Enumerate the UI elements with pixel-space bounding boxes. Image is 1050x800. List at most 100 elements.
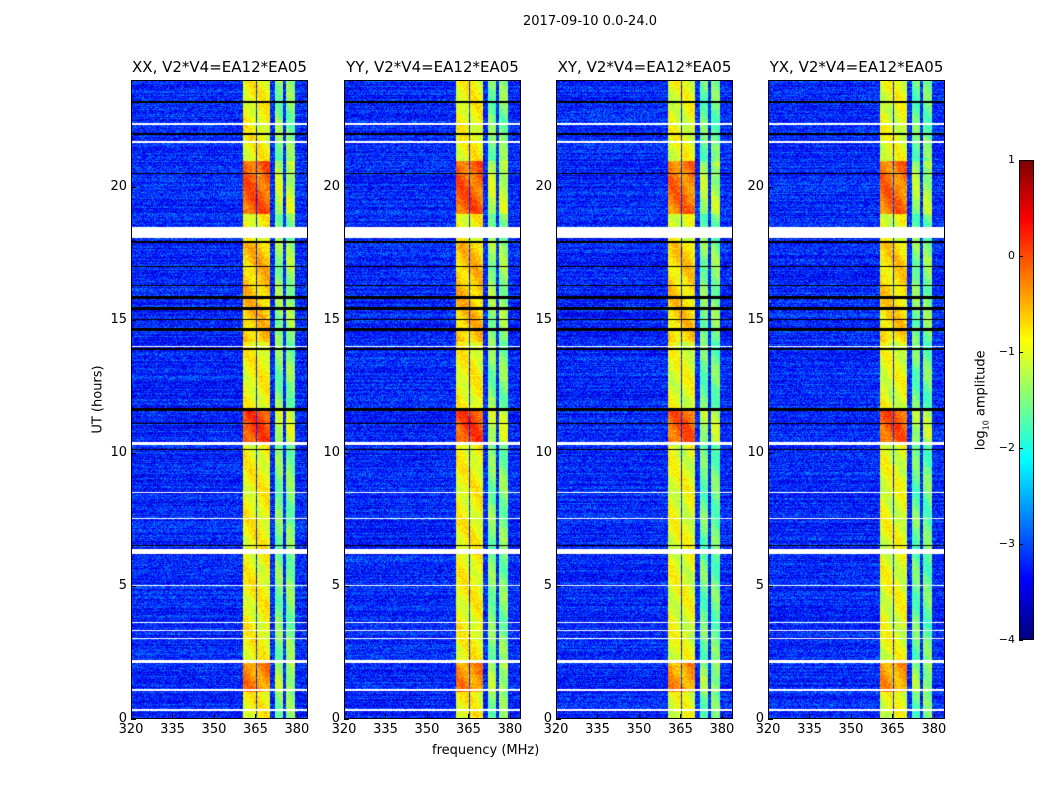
x-tick-label: 350 bbox=[414, 722, 440, 737]
x-tick-label: 335 bbox=[373, 722, 398, 737]
x-tick-label: 365 bbox=[668, 722, 693, 737]
x-tick-mark bbox=[809, 714, 811, 719]
y-tick-mark bbox=[344, 719, 349, 720]
y-tick-label: 10 bbox=[110, 444, 127, 460]
x-tick-mark bbox=[680, 714, 682, 719]
panel-title: XX, V2*V4=EA12*EA05 bbox=[132, 58, 307, 76]
colorbar-tick-label: 1 bbox=[1008, 153, 1015, 166]
waterfall-heatmap bbox=[769, 81, 944, 718]
x-tick-mark bbox=[892, 714, 894, 719]
x-tick-mark bbox=[850, 714, 852, 719]
waterfall-panel bbox=[556, 80, 733, 719]
x-tick-mark bbox=[172, 714, 174, 719]
y-tick-mark bbox=[344, 585, 349, 587]
y-tick-label: 10 bbox=[323, 444, 340, 460]
colorbar-tick-mark bbox=[1019, 544, 1023, 545]
y-tick-mark bbox=[768, 319, 773, 321]
x-tick-mark bbox=[721, 714, 723, 719]
y-tick-mark bbox=[768, 585, 773, 587]
y-tick-label: 0 bbox=[543, 711, 552, 726]
waterfall-heatmap bbox=[132, 81, 307, 718]
y-tick-mark bbox=[768, 452, 773, 454]
y-tick-label: 15 bbox=[323, 311, 340, 327]
colorbar-tick-label: −1 bbox=[998, 345, 1015, 358]
y-tick-label: 20 bbox=[110, 178, 127, 194]
x-tick-label: 335 bbox=[797, 722, 822, 737]
colorbar-label-sub: 10 bbox=[981, 420, 991, 431]
x-tick-label: 320 bbox=[331, 722, 357, 737]
x-tick-mark bbox=[385, 714, 387, 719]
x-tick-mark bbox=[296, 714, 298, 719]
x-tick-label: 365 bbox=[243, 722, 268, 737]
panel-title: YX, V2*V4=EA12*EA05 bbox=[769, 58, 944, 76]
colorbar-tick-mark bbox=[1019, 640, 1023, 641]
x-tick-label: 380 bbox=[497, 722, 523, 737]
colorbar-tick-mark bbox=[1019, 352, 1023, 353]
waterfall-panel bbox=[768, 80, 945, 719]
x-tick-label: 350 bbox=[838, 722, 864, 737]
y-tick-label: 0 bbox=[755, 711, 764, 726]
y-tick-mark bbox=[344, 186, 349, 188]
figure-title: 2017-09-10 0.0-24.0 bbox=[523, 14, 657, 29]
x-tick-label: 380 bbox=[709, 722, 735, 737]
waterfall-heatmap bbox=[345, 81, 520, 718]
x-tick-mark bbox=[213, 714, 215, 719]
x-axis-label: frequency (MHz) bbox=[432, 743, 540, 758]
x-tick-label: 380 bbox=[284, 722, 310, 737]
x-tick-label: 320 bbox=[755, 722, 781, 737]
y-tick-label: 0 bbox=[331, 711, 340, 726]
y-tick-mark bbox=[131, 719, 136, 720]
waterfall-panel bbox=[131, 80, 308, 719]
y-tick-label: 5 bbox=[331, 577, 340, 593]
y-tick-label: 15 bbox=[535, 311, 552, 327]
y-tick-mark bbox=[344, 452, 349, 454]
waterfall-heatmap bbox=[557, 81, 732, 718]
x-tick-mark bbox=[344, 714, 345, 719]
colorbar-label-rest: amplitude bbox=[973, 350, 989, 421]
y-tick-mark bbox=[556, 186, 561, 188]
y-tick-label: 20 bbox=[323, 178, 340, 194]
y-tick-mark bbox=[131, 319, 136, 321]
y-tick-mark bbox=[131, 585, 136, 587]
x-tick-mark bbox=[556, 714, 557, 719]
y-tick-label: 0 bbox=[118, 711, 127, 726]
y-tick-mark bbox=[344, 319, 349, 321]
y-tick-mark bbox=[131, 452, 136, 454]
y-tick-label: 20 bbox=[747, 178, 764, 194]
x-tick-mark bbox=[255, 714, 257, 719]
x-tick-label: 335 bbox=[160, 722, 185, 737]
x-tick-label: 365 bbox=[456, 722, 481, 737]
x-tick-mark bbox=[597, 714, 599, 719]
x-tick-mark bbox=[933, 714, 935, 719]
colorbar-tick-mark bbox=[1019, 160, 1023, 161]
y-tick-label: 15 bbox=[110, 311, 127, 327]
x-tick-label: 380 bbox=[921, 722, 947, 737]
y-tick-mark bbox=[131, 186, 136, 188]
y-tick-mark bbox=[556, 585, 561, 587]
x-tick-mark bbox=[468, 714, 470, 719]
y-tick-mark bbox=[768, 719, 773, 720]
colorbar-tick-label: 0 bbox=[1008, 249, 1015, 262]
y-tick-mark bbox=[768, 186, 773, 188]
colorbar-tick-label: −2 bbox=[998, 441, 1015, 454]
y-tick-label: 10 bbox=[535, 444, 552, 460]
y-tick-mark bbox=[556, 719, 561, 720]
waterfall-panel bbox=[344, 80, 521, 719]
y-tick-label: 5 bbox=[118, 577, 127, 593]
x-tick-mark bbox=[509, 714, 511, 719]
x-tick-label: 335 bbox=[585, 722, 610, 737]
x-tick-label: 320 bbox=[118, 722, 144, 737]
x-tick-mark bbox=[131, 714, 132, 719]
y-tick-label: 15 bbox=[747, 311, 764, 327]
x-tick-label: 350 bbox=[626, 722, 652, 737]
y-tick-label: 5 bbox=[543, 577, 552, 593]
panel-title: YY, V2*V4=EA12*EA05 bbox=[346, 58, 519, 76]
y-tick-label: 5 bbox=[755, 577, 764, 593]
x-tick-mark bbox=[426, 714, 428, 719]
x-tick-label: 350 bbox=[201, 722, 227, 737]
colorbar-tick-mark bbox=[1019, 256, 1023, 257]
colorbar-tick-mark bbox=[1019, 448, 1023, 449]
panel-title: XY, V2*V4=EA12*EA05 bbox=[557, 58, 732, 76]
y-tick-mark bbox=[556, 452, 561, 454]
